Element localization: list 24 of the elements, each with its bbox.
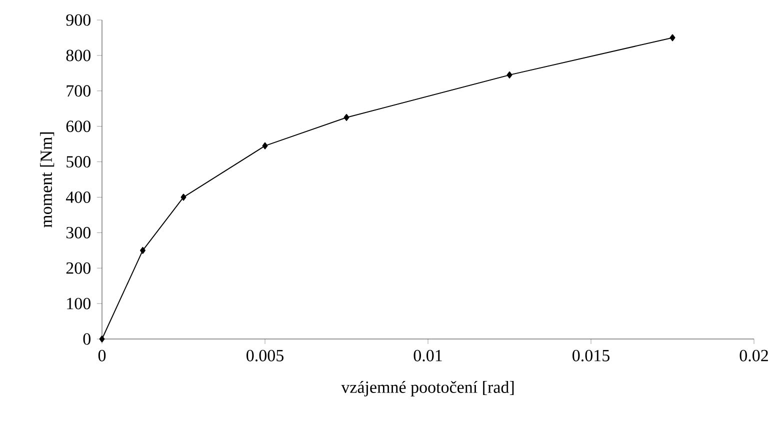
x-tick-label: 0 xyxy=(98,350,106,362)
y-tick-label: 0 xyxy=(83,333,90,345)
point xyxy=(180,194,186,201)
y-tick-label: 500 xyxy=(66,156,90,168)
point xyxy=(262,142,268,150)
point xyxy=(99,336,105,342)
y-tick-label: 300 xyxy=(66,226,90,238)
x-axis-title: vzájemné pootočení [rad] xyxy=(341,380,514,396)
y-tick-label: 700 xyxy=(66,85,90,97)
x-tick-label: 0.015 xyxy=(572,350,610,362)
y-tick-label: 200 xyxy=(66,262,90,274)
point xyxy=(344,114,350,121)
y-tick-label: 100 xyxy=(67,298,90,310)
y-tick-label: 900 xyxy=(66,14,90,26)
point xyxy=(506,71,512,78)
point xyxy=(140,246,146,254)
y-tick-label: 400 xyxy=(66,191,90,203)
y-axis-title: moment [Nm] xyxy=(40,132,54,228)
y-tick-label: 600 xyxy=(66,120,90,132)
point xyxy=(670,34,676,42)
x-tick-label: 0.02 xyxy=(740,350,768,362)
x-tick-label: 0.01 xyxy=(414,350,442,362)
x-tick-label: 0.005 xyxy=(246,350,284,362)
y-tick-label: 800 xyxy=(66,50,90,62)
